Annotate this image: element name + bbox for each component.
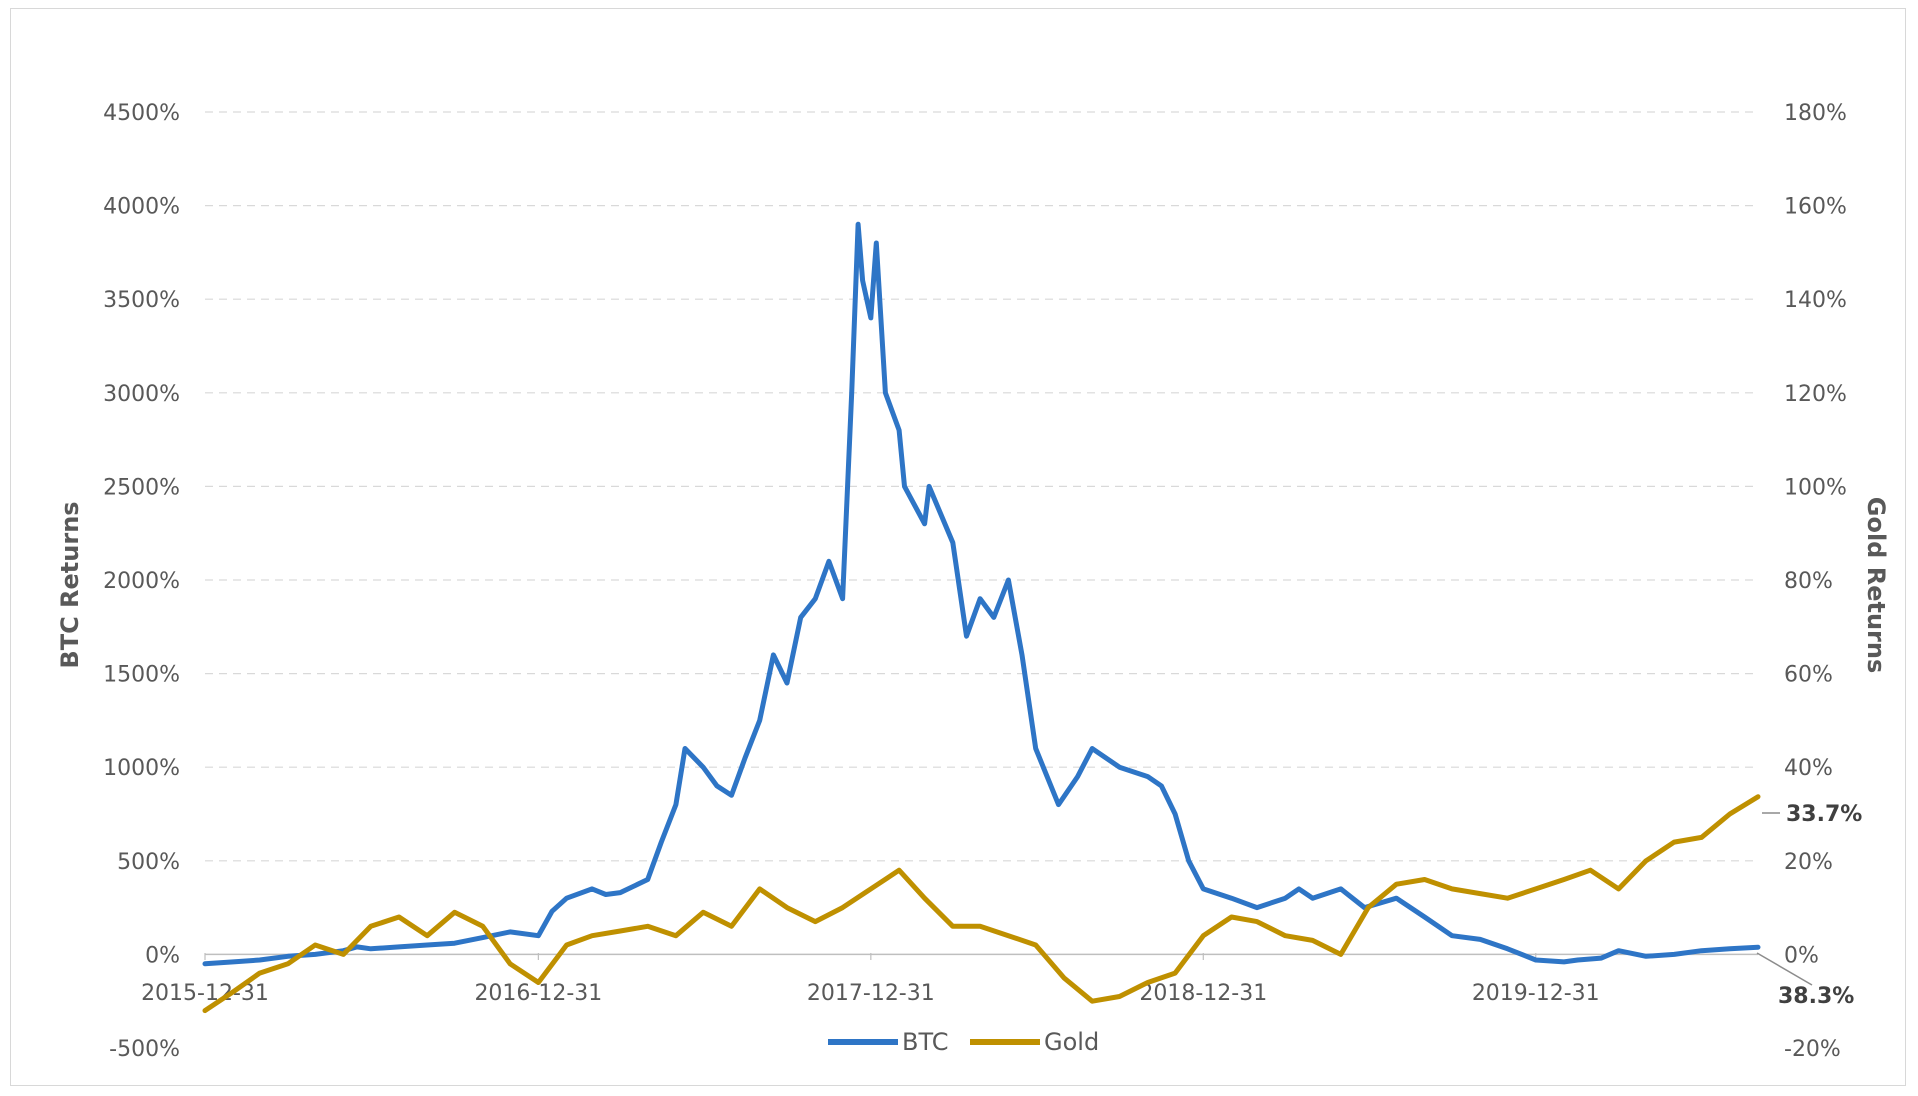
y-tick-label-left: 4000% bbox=[103, 195, 180, 220]
x-ticks: 2015-12-31 2016-12-31 2017-12-31 2018-12-31… bbox=[141, 953, 1600, 1006]
y-tick-label-right: 100% bbox=[1784, 475, 1847, 500]
y-tick-label-right: 180% bbox=[1784, 101, 1847, 126]
gold-end-label: 33.7% bbox=[1786, 802, 1862, 827]
y-tick-label-left: 1000% bbox=[103, 756, 180, 781]
legend-label-btc: BTC bbox=[902, 1028, 948, 1056]
y-ticks-right: 180% 160% 140% 120% 100% 80% 60% 40% 20% 0% -20% bbox=[1784, 101, 1847, 1062]
y-axis-title-right: Gold Returns bbox=[1862, 497, 1890, 673]
x-tick-label: 2017-12-31 bbox=[807, 981, 935, 1006]
y-axis-title-left: BTC Returns bbox=[56, 501, 84, 668]
series-line-gold bbox=[202, 794, 1761, 1014]
annotations: 33.7% 38.3% bbox=[1756, 802, 1862, 1009]
legend: BTC Gold bbox=[828, 1028, 1099, 1056]
series-line-btc bbox=[202, 221, 1761, 967]
x-tick-label: 2015-12-31 bbox=[141, 981, 269, 1006]
btc-end-leader-line bbox=[1756, 952, 1813, 986]
x-tick-label: 2019-12-31 bbox=[1472, 981, 1600, 1006]
y-tick-label-left: -500% bbox=[109, 1037, 180, 1062]
y-tick-label-right: 140% bbox=[1784, 288, 1847, 313]
y-tick-label-left: 1500% bbox=[103, 663, 180, 688]
chart-frame bbox=[10, 8, 1906, 1086]
y-tick-label-right: 120% bbox=[1784, 382, 1847, 407]
y-tick-label-right: 160% bbox=[1784, 195, 1847, 220]
btc-end-label: 38.3% bbox=[1778, 984, 1854, 1009]
y-tick-label-left: 4500% bbox=[103, 101, 180, 126]
y-tick-label-right: 20% bbox=[1784, 850, 1833, 875]
y-tick-label-right: 80% bbox=[1784, 569, 1833, 594]
gridlines bbox=[205, 111, 1758, 956]
y-ticks-left: 4500% 4000% 3500% 3000% 2500% 2000% 1500% 1000%… bbox=[103, 101, 180, 1062]
legend-label-gold: Gold bbox=[1044, 1028, 1099, 1056]
x-tick-label: 2018-12-31 bbox=[1139, 981, 1267, 1006]
y-tick-label-right: 40% bbox=[1784, 756, 1833, 781]
y-tick-label-left: 2000% bbox=[103, 569, 180, 594]
series-lines bbox=[202, 221, 1761, 1014]
x-tick-label: 2016-12-31 bbox=[474, 981, 602, 1006]
y-tick-label-left: 2500% bbox=[103, 475, 180, 500]
y-tick-label-left: 0% bbox=[145, 943, 180, 968]
y-tick-label-right: 60% bbox=[1784, 663, 1833, 688]
y-tick-label-right: -20% bbox=[1784, 1037, 1841, 1062]
legend-item-btc[interactable]: BTC bbox=[828, 1028, 948, 1056]
y-tick-label-left: 3000% bbox=[103, 382, 180, 407]
legend-item-gold[interactable]: Gold bbox=[970, 1028, 1099, 1056]
y-tick-label-left: 500% bbox=[117, 850, 180, 875]
y-tick-label-left: 3500% bbox=[103, 288, 180, 313]
y-tick-label-right: 0% bbox=[1784, 943, 1819, 968]
